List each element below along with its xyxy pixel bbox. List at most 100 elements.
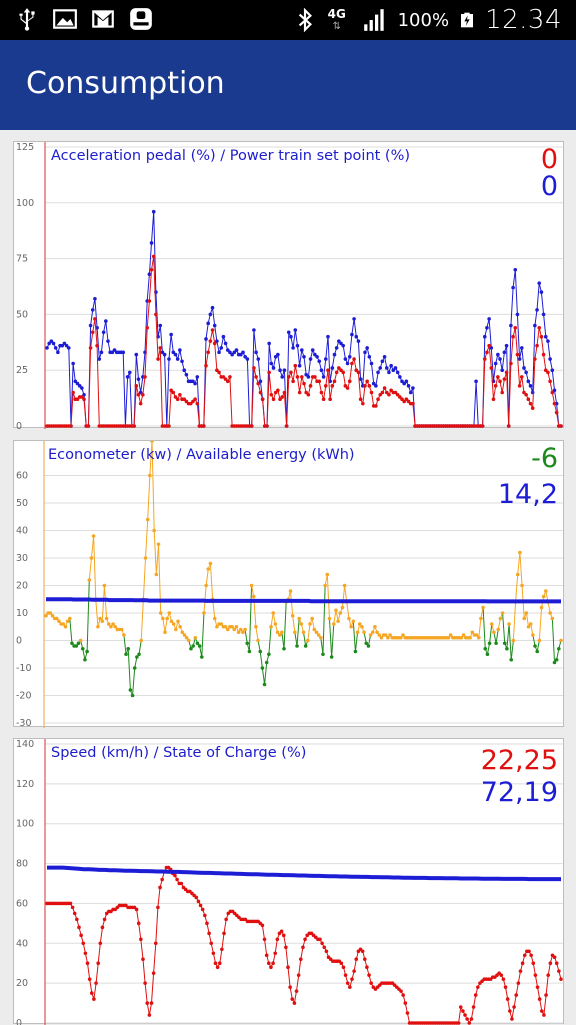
data-point xyxy=(518,550,522,555)
data-point xyxy=(158,323,163,328)
series-segment xyxy=(547,601,551,614)
data-point xyxy=(93,296,97,301)
data-point xyxy=(531,633,535,637)
data-point xyxy=(502,350,507,355)
series-segment xyxy=(95,599,99,627)
data-point xyxy=(98,616,102,621)
series-segment xyxy=(322,585,326,655)
data-point xyxy=(256,638,260,643)
bluetooth-icon xyxy=(298,7,312,33)
data-point xyxy=(520,583,524,588)
data-point xyxy=(234,624,239,629)
data-point xyxy=(332,352,337,357)
data-point xyxy=(535,308,539,312)
data-point xyxy=(361,401,365,406)
data-point xyxy=(513,267,518,272)
chart-speed-panel[interactable]: 140 120 100 80 60 40 20 0 Speed (km/h) / State … xyxy=(13,738,564,1025)
data-point xyxy=(217,350,221,355)
data-point xyxy=(206,350,210,355)
data-point xyxy=(300,348,304,352)
data-point xyxy=(50,613,55,618)
data-point xyxy=(339,368,343,372)
chart-econometer-panel[interactable]: 60 50 40 30 20 10 0 -10 -20 -30 Econometer (kw) /… xyxy=(13,440,564,728)
series-segment xyxy=(333,610,337,625)
series-segment xyxy=(294,632,298,647)
data-point xyxy=(365,346,369,350)
series-segment xyxy=(259,651,263,669)
data-point xyxy=(239,352,243,357)
data-point xyxy=(468,635,472,640)
data-point xyxy=(524,392,528,397)
series-segment xyxy=(162,618,166,633)
data-point xyxy=(524,370,528,375)
data-point xyxy=(228,375,232,379)
series-segment xyxy=(341,585,346,608)
series-segment xyxy=(367,634,372,647)
data-point xyxy=(301,630,306,635)
data-point xyxy=(535,343,539,348)
series-segment xyxy=(151,441,155,531)
data-point xyxy=(72,911,77,916)
data-point xyxy=(87,977,92,981)
data-point xyxy=(530,406,535,410)
data-point xyxy=(182,397,187,402)
data-point xyxy=(319,368,324,372)
data-point xyxy=(559,638,563,643)
data-point xyxy=(487,317,491,321)
series-line xyxy=(47,256,561,427)
data-point xyxy=(96,624,100,629)
data-point xyxy=(362,630,366,635)
data-point xyxy=(352,317,356,321)
data-point xyxy=(293,363,298,368)
data-point xyxy=(341,965,346,969)
y-tick-label: 0 xyxy=(16,636,22,647)
y-tick-label: 0 xyxy=(16,421,22,429)
data-point xyxy=(345,981,350,985)
data-point xyxy=(347,379,352,384)
series-segment xyxy=(328,618,333,658)
series-segment xyxy=(268,626,272,655)
data-point xyxy=(143,375,147,379)
data-point xyxy=(496,375,500,379)
series-segment xyxy=(335,610,339,622)
data-point xyxy=(374,384,378,388)
data-point xyxy=(49,339,54,343)
data-point xyxy=(267,370,271,375)
data-point xyxy=(314,630,319,635)
data-point xyxy=(294,989,299,993)
data-point xyxy=(99,350,104,355)
series-segment xyxy=(489,623,493,644)
data-point xyxy=(271,366,276,370)
data-point xyxy=(496,352,500,357)
data-point xyxy=(393,366,398,370)
data-point xyxy=(191,379,195,384)
data-point xyxy=(399,635,403,640)
data-point xyxy=(554,657,559,662)
y-tick-label: 25 xyxy=(16,365,28,376)
data-point xyxy=(517,357,522,361)
data-point xyxy=(271,397,276,402)
data-point xyxy=(223,624,228,629)
network-4g-icon: 4G ⇅ xyxy=(327,7,346,32)
chart-acceleration-panel[interactable]: 125 100 75 50 25 0 Acceleration pedal (%) / P… xyxy=(13,141,564,429)
data-point xyxy=(208,312,213,317)
data-point xyxy=(205,921,209,926)
data-point xyxy=(543,334,548,339)
data-point xyxy=(474,379,478,384)
data-point xyxy=(136,921,141,926)
data-point xyxy=(341,370,346,375)
data-point xyxy=(485,350,489,355)
y-tick-label: 50 xyxy=(16,498,28,509)
data-point xyxy=(366,644,371,648)
data-point xyxy=(384,366,389,370)
data-point xyxy=(371,381,376,386)
data-point xyxy=(529,953,533,958)
readout-secondary: 0 xyxy=(540,171,558,202)
data-point xyxy=(113,624,118,629)
data-point xyxy=(395,392,400,397)
data-point xyxy=(158,885,162,890)
data-point xyxy=(514,993,519,997)
chart-title: Acceleration pedal (%) / Power train set… xyxy=(51,148,411,164)
data-point xyxy=(212,341,217,346)
data-point xyxy=(326,334,330,339)
